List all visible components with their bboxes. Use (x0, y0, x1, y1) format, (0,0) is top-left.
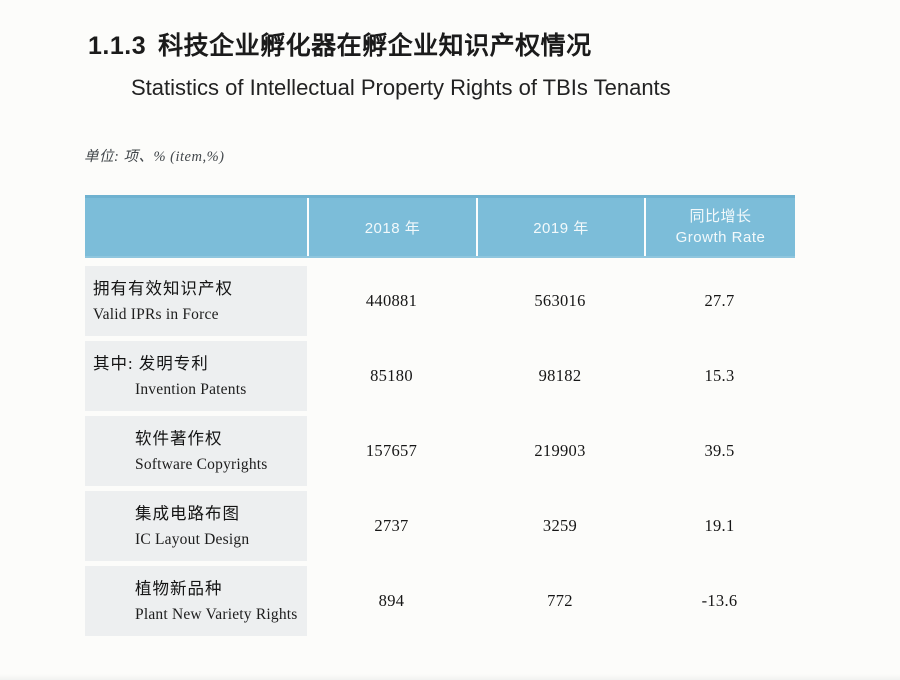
row-label-cell: 拥有有效知识产权 Valid IPRs in Force (85, 266, 307, 336)
header-growth-label-en: Growth Rate (675, 229, 766, 246)
cell-2019-value: 3259 (542, 516, 578, 535)
header-cell-growth: 同比增长 Growth Rate (644, 198, 795, 256)
table-body: 拥有有效知识产权 Valid IPRs in Force 440881 5630… (85, 266, 795, 636)
row-label-cell: 其中: 发明专利 Invention Patents (85, 341, 307, 411)
row-label-cell: 软件著作权 Software Copyrights (85, 416, 307, 486)
section-number: 1.1.3 (88, 32, 147, 60)
row-label-cell: 植物新品种 Plant New Variety Rights (85, 566, 307, 636)
table-header-row: 2018 年 2019 年 同比增长 Growth Rate (85, 195, 795, 258)
cell-growth-value: 27.7 (704, 291, 735, 310)
cell-2019-value: 98182 (538, 366, 582, 385)
row-label-zh: 植物新品种 (135, 579, 223, 598)
cell-2019-value: 772 (547, 591, 573, 610)
table-row-plant-new-variety: 植物新品种 Plant New Variety Rights 894 772 -… (85, 566, 795, 636)
row-label-en: Invention Patents (135, 381, 247, 398)
section-title-block: 1.1.3 科技企业孵化器在孵企业知识产权情况 Statistics of Int… (88, 26, 671, 101)
row-label-en: IC Layout Design (135, 531, 250, 548)
table-row-invention-patents: 其中: 发明专利 Invention Patents 85180 98182 1… (85, 341, 795, 411)
cell-growth-value: 15.3 (704, 366, 735, 385)
row-label-zh: 集成电路布图 (135, 504, 240, 523)
header-cell-2018: 2018 年 (307, 198, 476, 256)
cell-growth-value: -13.6 (701, 591, 738, 610)
page-bottom-shading (0, 674, 900, 680)
table-row-software-copyrights: 软件著作权 Software Copyrights 157657 219903 … (85, 416, 795, 486)
row-label-cell: 集成电路布图 IC Layout Design (85, 491, 307, 561)
ipr-statistics-table: 2018 年 2019 年 同比增长 Growth Rate 拥有有效知识产权 … (85, 195, 795, 641)
cell-growth-value: 19.1 (704, 516, 735, 535)
cell-growth-value: 39.5 (704, 441, 735, 460)
cell-2018-value: 157657 (365, 441, 418, 460)
row-label-en: Valid IPRs in Force (93, 306, 219, 323)
row-label-en: Software Copyrights (135, 456, 268, 473)
section-title-zh: 科技企业孵化器在孵企业知识产权情况 (158, 32, 592, 60)
header-growth-label-zh: 同比增长 (689, 208, 752, 225)
cell-2018-value: 894 (378, 591, 405, 610)
header-cell-2019: 2019 年 (476, 198, 644, 256)
table-row-ic-layout-design: 集成电路布图 IC Layout Design 2737 3259 19.1 (85, 491, 795, 561)
cell-2019-value: 563016 (534, 291, 586, 310)
section-title-en: Statistics of Intellectual Property Righ… (131, 75, 671, 100)
row-label-zh: 软件著作权 (135, 429, 223, 448)
table-row-valid-iprs: 拥有有效知识产权 Valid IPRs in Force 440881 5630… (85, 266, 795, 336)
row-label-zh: 其中: 发明专利 (93, 354, 209, 373)
row-label-zh: 拥有有效知识产权 (93, 279, 233, 298)
cell-2018-value: 85180 (370, 366, 413, 385)
row-label-en: Plant New Variety Rights (135, 606, 298, 623)
unit-note: 单位: 项、% (item,%) (84, 149, 225, 165)
header-cell-empty (85, 198, 307, 256)
section-title-zh-line: 1.1.3 科技企业孵化器在孵企业知识产权情况 (88, 26, 671, 62)
cell-2018-value: 2737 (374, 516, 409, 535)
cell-2019-value: 219903 (534, 441, 586, 460)
cell-2018-value: 440881 (365, 291, 418, 310)
